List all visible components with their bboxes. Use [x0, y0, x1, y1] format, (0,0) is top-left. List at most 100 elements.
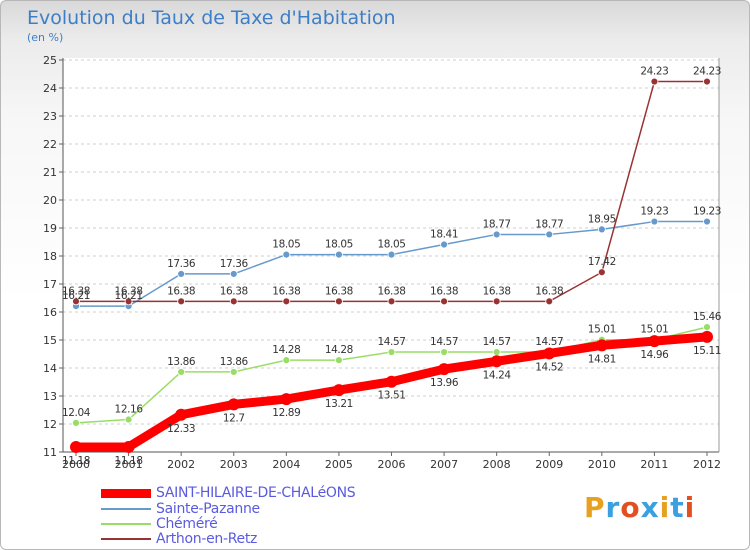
data-point-sainte-pazanne [387, 250, 396, 259]
data-label-saint-hilaire: 11.18 [62, 455, 90, 467]
data-point-saint-hilaire [701, 330, 713, 343]
y-tick-label: 15 [43, 334, 57, 347]
data-point-sainte-pazanne [229, 270, 238, 278]
line-chart: 11 12 13 14 15 16 17 18 19 20 21 22 23 24 25 2000 2001 20… [43, 54, 722, 471]
data-label-saint-hilaire: 13.96 [430, 377, 459, 389]
data-point-arthon-en-retz [492, 297, 501, 306]
data-label-sainte-pazanne: 18.95 [588, 213, 616, 225]
x-tick-label: 2003 [220, 458, 248, 471]
data-label-sainte-pazanne: 18.05 [377, 239, 405, 251]
data-point-sainte-pazanne [597, 225, 606, 234]
data-label-chemere: 14.57 [430, 336, 458, 348]
data-label-arthon-en-retz: 24.23 [640, 66, 668, 78]
legend-swatch-arthon-en-retz [101, 538, 151, 540]
data-point-saint-hilaire [122, 440, 135, 453]
data-label-sainte-pazanne: 18.77 [483, 218, 511, 230]
logo-letter: x [640, 491, 660, 524]
data-label-chemere: 14.28 [272, 344, 300, 356]
data-point-sainte-pazanne [335, 250, 343, 259]
logo-letter: t [670, 491, 685, 524]
data-point-sainte-pazanne [650, 217, 659, 226]
data-point-saint-hilaire [438, 363, 451, 376]
legend-item-sainte-pazanne: Sainte-Pazanne [101, 501, 260, 517]
data-point-arthon-en-retz [597, 268, 606, 277]
data-point-saint-hilaire [648, 335, 661, 348]
data-point-saint-hilaire [490, 355, 503, 368]
data-point-arthon-en-retz [335, 297, 343, 306]
data-label-chemere: 12.16 [115, 404, 144, 416]
y-tick-label: 12 [43, 418, 57, 431]
y-tick-label: 25 [43, 54, 57, 67]
y-tick-label: 14 [43, 362, 57, 375]
data-label-arthon-en-retz: 16.38 [430, 285, 458, 297]
legend-label-sainte-pazanne: Sainte-Pazanne [156, 501, 260, 517]
x-tick-label: 2001 [115, 458, 143, 471]
data-label-arthon-en-retz: 16.38 [62, 285, 90, 297]
data-label-arthon-en-retz: 16.38 [483, 285, 511, 297]
data-point-arthon-en-retz [282, 297, 291, 306]
legend-label-chemere: Chéméré [156, 516, 218, 532]
data-point-chemere [703, 323, 711, 332]
data-point-chemere [124, 415, 133, 424]
y-tick-label: 20 [43, 194, 57, 207]
data-label-saint-hilaire: 14.81 [588, 353, 616, 365]
y-tick-label: 23 [43, 110, 57, 123]
legend-item-chemere: Chéméré [101, 516, 218, 532]
data-point-chemere [335, 356, 343, 365]
logo-letter: i [659, 491, 671, 524]
data-label-arthon-en-retz: 24.23 [693, 66, 721, 78]
y-tick-label: 22 [43, 138, 57, 151]
x-tick-label: 2007 [430, 458, 458, 471]
data-label-chemere: 14.57 [535, 336, 563, 348]
y-tick-label: 11 [43, 446, 57, 459]
data-point-chemere [229, 368, 238, 376]
data-point-arthon-en-retz [177, 297, 186, 306]
data-point-arthon-en-retz [545, 297, 554, 306]
logo-letter: i [684, 491, 696, 524]
data-point-arthon-en-retz [229, 297, 238, 306]
data-point-arthon-en-retz [387, 297, 396, 306]
data-point-chemere [177, 368, 186, 376]
data-point-saint-hilaire [385, 375, 398, 388]
chart-title: Evolution du Taux de Taxe d'Habitation [27, 7, 396, 29]
x-tick-label: 2010 [588, 458, 616, 471]
data-label-chemere: 14.57 [483, 336, 511, 348]
data-label-chemere: 14.28 [325, 344, 353, 356]
logo-letter: o [620, 491, 641, 524]
data-label-saint-hilaire: 13.51 [377, 390, 405, 402]
data-label-chemere: 13.86 [220, 356, 249, 368]
data-label-arthon-en-retz: 16.38 [167, 285, 195, 297]
data-label-arthon-en-retz: 16.38 [272, 285, 300, 297]
x-tick-label: 2005 [325, 458, 353, 471]
data-label-sainte-pazanne: 16.21 [115, 290, 143, 302]
data-point-saint-hilaire [595, 339, 608, 352]
x-tick-label: 2011 [640, 458, 668, 471]
data-point-saint-hilaire [280, 393, 293, 406]
data-label-saint-hilaire: 14.96 [640, 349, 669, 361]
legend-item-saint-hilaire: SAINT-HILAIRE-DE-CHALéONS [101, 485, 356, 501]
legend-label-arthon-en-retz: Arthon-en-Retz [156, 531, 258, 547]
data-label-sainte-pazanne: 18.41 [430, 229, 458, 241]
data-label-saint-hilaire: 14.52 [535, 361, 563, 373]
x-tick-label: 2000 [62, 458, 90, 471]
data-label-sainte-pazanne: 18.05 [325, 239, 353, 251]
data-point-arthon-en-retz [72, 297, 80, 306]
data-point-chemere [387, 348, 396, 356]
x-tick-label: 2006 [378, 458, 406, 471]
y-tick-label: 16 [43, 306, 57, 319]
data-label-arthon-en-retz: 16.38 [377, 285, 405, 297]
data-point-sainte-pazanne [282, 250, 291, 259]
legend-item-arthon-en-retz: Arthon-en-Retz [101, 531, 257, 547]
data-point-sainte-pazanne [545, 230, 554, 239]
data-label-sainte-pazanne: 18.05 [272, 239, 300, 251]
data-point-saint-hilaire [332, 384, 345, 397]
proxiti-logo: Proxiti [584, 491, 695, 524]
data-label-saint-hilaire: 12.7 [223, 412, 245, 424]
data-label-arthon-en-retz: 16.38 [115, 285, 143, 297]
data-point-chemere [282, 356, 291, 365]
logo-letter: r [605, 491, 621, 524]
data-point-chemere [440, 348, 448, 356]
x-tick-label: 2004 [272, 458, 300, 471]
x-tick-label: 2002 [167, 458, 195, 471]
